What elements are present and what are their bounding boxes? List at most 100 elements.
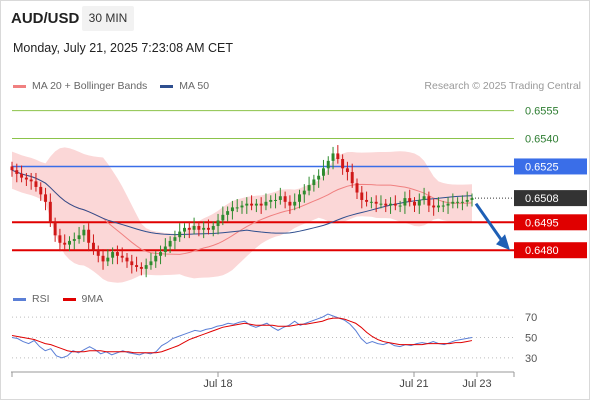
candle-body	[53, 222, 57, 236]
candle-body	[298, 194, 301, 202]
candle	[465, 191, 469, 207]
candle-body	[436, 205, 440, 208]
chart-datetime: Monday, July 21, 2025 7:23:08 AM CET	[13, 41, 234, 55]
candle-body	[168, 240, 172, 247]
candle	[307, 176, 311, 196]
candle	[154, 251, 158, 268]
candle	[77, 226, 81, 244]
candle	[44, 187, 48, 211]
candle-body	[106, 257, 110, 262]
candle	[345, 161, 349, 181]
candle-body	[34, 181, 38, 187]
candle	[283, 191, 287, 209]
candle-body	[149, 261, 153, 266]
candle	[436, 197, 440, 213]
candle	[235, 199, 239, 213]
candle-body	[120, 255, 124, 258]
candle-body	[77, 235, 81, 240]
candle-body	[226, 211, 230, 215]
candle-body	[345, 168, 349, 173]
candle	[68, 236, 71, 252]
candle-body	[269, 199, 273, 202]
candle-body	[417, 199, 421, 206]
candle-body	[360, 192, 364, 200]
candle-body	[293, 201, 297, 206]
candle	[312, 174, 316, 192]
candle	[470, 193, 474, 207]
candle-body	[446, 203, 450, 206]
timeframe-badge[interactable]: 30 MIN	[82, 6, 134, 31]
candle	[374, 195, 378, 213]
ma20-swatch	[13, 84, 26, 88]
candle-body	[206, 227, 210, 230]
candle-body	[341, 159, 345, 169]
legend-label-9ma: 9MA	[81, 293, 104, 305]
candle-body	[374, 201, 378, 204]
candle-body	[470, 198, 474, 200]
candle-body	[274, 199, 278, 201]
candle-body	[336, 153, 340, 160]
candle-body	[283, 196, 287, 202]
x-axis-label: Jul 21	[399, 378, 428, 390]
candle	[125, 253, 129, 268]
candle	[427, 191, 431, 213]
candle	[173, 230, 177, 250]
rsi-tick-label: 50	[525, 333, 537, 345]
price-level-tag	[514, 242, 587, 259]
candle-body	[221, 214, 225, 221]
candle-body	[29, 179, 33, 182]
candle-body	[235, 207, 239, 209]
candle-body	[254, 203, 258, 206]
candle	[422, 187, 426, 205]
candle	[365, 191, 369, 207]
candle-body	[216, 220, 220, 227]
candle-body	[163, 246, 167, 253]
rsi-ma-swatch	[62, 297, 76, 301]
candle-body	[384, 203, 388, 206]
candle-body	[317, 175, 321, 180]
candle	[24, 172, 28, 186]
candle-body	[230, 207, 234, 212]
candle	[360, 186, 364, 209]
legend-item-ma20: MA 20 + Bollinger Bands	[13, 80, 147, 92]
price-level-label: 0.6480	[525, 245, 559, 257]
forecast-arrow-shaft	[474, 202, 505, 244]
candle-body	[10, 166, 14, 171]
candle	[221, 206, 225, 226]
rsi-ma-line	[11, 317, 473, 354]
candle	[369, 197, 373, 209]
candle-body	[460, 201, 464, 203]
candle	[456, 197, 460, 209]
candle	[269, 195, 273, 209]
candle	[336, 145, 340, 164]
candle	[130, 254, 134, 274]
candle-body	[192, 226, 196, 230]
legend-item-rsi: RSI	[13, 293, 50, 305]
candle-body	[82, 229, 86, 236]
candle-body	[130, 261, 134, 266]
candle-body	[403, 198, 407, 206]
candle	[202, 221, 206, 239]
rsi-line	[11, 313, 473, 359]
candle-body	[44, 194, 48, 202]
candle	[58, 228, 62, 252]
candle	[389, 197, 393, 214]
candle-body	[288, 201, 292, 206]
candle	[29, 172, 33, 190]
rsi-swatch	[13, 297, 26, 301]
bollinger-band	[12, 147, 472, 283]
candle	[413, 197, 416, 213]
price-level-label: 0.6540	[525, 134, 559, 146]
candle	[120, 247, 124, 263]
candle	[168, 236, 172, 254]
candle-body	[321, 168, 325, 176]
candle	[48, 193, 52, 227]
candle	[321, 159, 325, 181]
candle	[226, 206, 230, 222]
candle-body	[63, 242, 67, 245]
candle	[230, 200, 234, 220]
candle-body	[427, 196, 431, 206]
candle	[245, 197, 249, 214]
candle-body	[451, 201, 455, 204]
